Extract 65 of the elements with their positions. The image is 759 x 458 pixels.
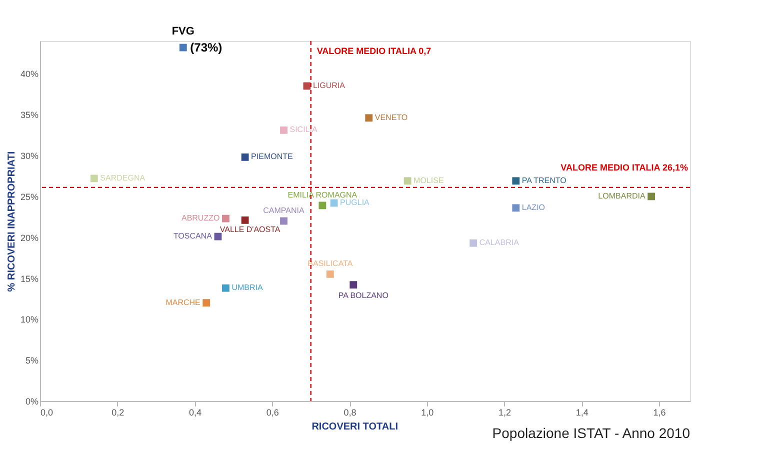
point — [241, 216, 249, 224]
x-tick-label: 1,4 — [576, 408, 588, 418]
series-label: SICILIA — [290, 125, 318, 134]
series-label: ABRUZZO — [181, 214, 220, 223]
point — [326, 270, 334, 278]
series-label: PIEMONTE — [251, 152, 293, 162]
y-tick-label: 40% — [20, 69, 38, 80]
point — [214, 232, 222, 240]
y-axis-title: % RICOVERI INAPPROPRIATI — [6, 151, 18, 292]
annotation: (73%) — [190, 40, 222, 55]
series-label: PA BOLZANO — [338, 290, 388, 300]
point — [330, 199, 338, 207]
x-tick-label: 0,4 — [189, 408, 202, 418]
point — [241, 153, 249, 161]
series-label: VENETO — [374, 112, 408, 122]
point — [222, 214, 230, 222]
series-label: EMILIA ROMAGNA — [288, 190, 358, 200]
point — [404, 177, 412, 185]
y-tick-label: 30% — [20, 151, 38, 162]
point — [179, 44, 187, 52]
x-tick-label: 0,0 — [40, 408, 54, 418]
series-label: MARCHE — [166, 298, 200, 307]
series-label: VALLE D'AOSTA — [220, 225, 281, 234]
point — [512, 204, 520, 212]
series-label: PUGLIA — [340, 198, 370, 207]
x-tick-label: 1,2 — [498, 408, 512, 418]
point — [512, 177, 520, 185]
y-tick-label: 10% — [20, 314, 38, 325]
x-tick-label: 0,6 — [266, 408, 279, 418]
x-tick-label: 1,6 — [653, 408, 666, 418]
series-label: LIGURIA — [312, 81, 346, 90]
y-tick-label: 25% — [20, 192, 38, 202]
point — [318, 202, 326, 210]
y-tick-label: 35% — [20, 110, 38, 120]
y-tick-label: 5% — [25, 356, 38, 366]
point — [350, 281, 358, 289]
point — [90, 174, 98, 182]
point — [365, 114, 373, 122]
series-label: TOSCANA — [173, 232, 213, 241]
y-tick-label: 15% — [20, 274, 38, 284]
x-axis-title: RICOVERI TOTALI — [312, 422, 398, 432]
series-label: PA TRENTO — [522, 176, 566, 185]
x-tick-label: 0,8 — [344, 408, 356, 418]
text: Popolazione ISTAT - Anno 2010 — [492, 425, 690, 441]
point — [222, 284, 230, 292]
series-label: BASILICATA — [308, 259, 354, 268]
point — [280, 217, 288, 225]
y-tick-label: 20% — [20, 232, 38, 243]
x-tick-label: 1,0 — [421, 408, 434, 418]
series-label: MOLISE — [414, 176, 444, 185]
y-tick-label: 0% — [25, 396, 38, 406]
point — [280, 126, 288, 134]
x-tick-label: 0,2 — [112, 408, 124, 418]
series-label: SARDEGNA — [100, 173, 146, 182]
point — [648, 192, 656, 200]
series-label: LAZIO — [522, 202, 546, 212]
point — [202, 299, 210, 307]
series-label: UMBRIA — [232, 283, 264, 292]
ref-line-label: VALORE MEDIO ITALIA 0,7 — [316, 46, 432, 56]
series-label: FVG — [172, 26, 194, 38]
ref-line-label: VALORE MEDIO ITALIA 26,1% — [560, 162, 688, 172]
series-label: LOMBARDIA — [598, 191, 646, 200]
series-label: CAMPANIA — [263, 206, 306, 215]
point — [470, 239, 478, 247]
series-label: CALABRIA — [479, 238, 520, 248]
